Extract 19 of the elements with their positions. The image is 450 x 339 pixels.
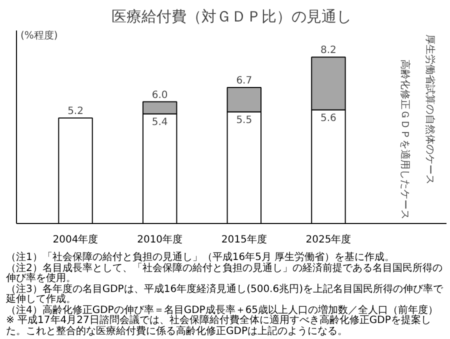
x-tick-label: 2004年度 bbox=[52, 234, 98, 246]
chart-title: 医療給付費（対ＧＤＰ比）の見通し bbox=[112, 8, 352, 26]
data-label: 5.4 bbox=[152, 116, 168, 128]
text: 高齢化修正ＧＤＰを適用したケース bbox=[398, 59, 411, 220]
text: （注1）「社会保障の給付と負担の見通し」（平成16年5月 厚生労働省）を基に作成。 bbox=[6, 252, 396, 263]
total-label: 8.2 bbox=[320, 45, 336, 56]
data-label: 5.6 bbox=[320, 112, 336, 124]
text: 厚生労働省試算の自然体のケース bbox=[424, 34, 436, 184]
x-tick-label: 2015年度 bbox=[221, 234, 267, 246]
text: （注2）名目成長率として、「社会保障の給付と負担の見通し」の経済前提である名目国民所得の伸び率を使用。 bbox=[6, 262, 444, 284]
total-label: 6.0 bbox=[152, 90, 168, 101]
total-label: 6.7 bbox=[236, 76, 252, 87]
x-tick-label: 2025年度 bbox=[306, 234, 352, 246]
text: ※ 平成17年4月27日諮問会議では、社会保障給付費全体に適用すべき高齢化修正GDPを提案した。これと整合的な医療給付費に係る高齢化修正GDPは上記のようになる。 bbox=[6, 315, 431, 337]
data-label: 5.5 bbox=[236, 114, 252, 126]
x-tick-label: 2010年度 bbox=[137, 234, 183, 246]
text: （注4）高齢化修正GDPの伸び率＝名目GDP成長率＋65歳以上人口の増加数／全人口（前年度） bbox=[6, 304, 440, 316]
data-label: 5.2 bbox=[68, 106, 84, 117]
text: （注3）各年度の名目GDPは、平成16年度経済見通し(500.6兆円)を上記名目国民所得の伸び率で延伸して作成。 bbox=[6, 284, 444, 305]
